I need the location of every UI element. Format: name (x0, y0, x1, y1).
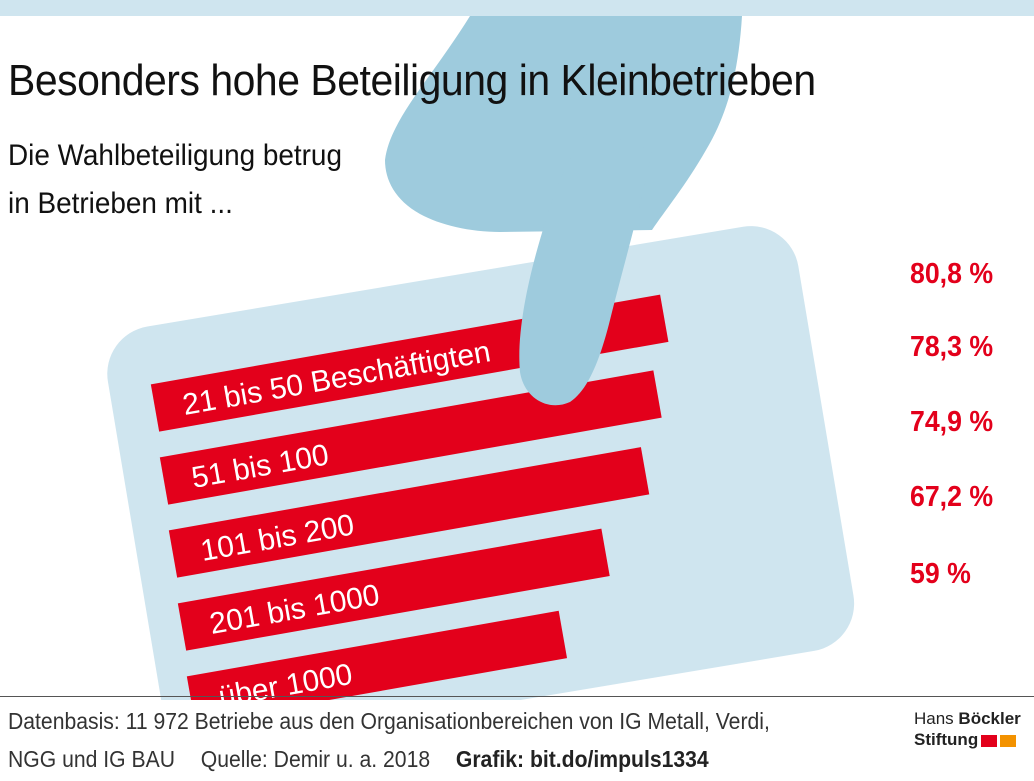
subtitle-line-2: in Betrieben mit ... (8, 187, 233, 220)
bar-group-5: über 1000 (186, 610, 568, 700)
bar-2 (159, 370, 662, 505)
bar-5 (186, 610, 568, 700)
logo-orange-square (1000, 734, 1017, 747)
chart-subtitle: Die Wahlbeteiligung betrug in Betrieben … (8, 132, 342, 228)
top-accent-bar (0, 0, 1034, 16)
footer-source-line: NGG und IG BAU Quelle: Demir u. a. 2018 Gr… (8, 746, 709, 773)
bar-4 (177, 528, 610, 651)
value-label-1: 80,8 % (910, 258, 994, 290)
logo-red-square (981, 734, 998, 747)
footer-data-basis: Datenbasis: 11 972 Betriebe aus den Orga… (8, 708, 770, 734)
value-label-4: 67,2 % (910, 481, 994, 513)
logo-word-boeckler: Böckler (958, 709, 1021, 728)
value-label-2: 78,3 % (910, 331, 994, 363)
logo-word-stiftung: Stiftung (914, 730, 979, 749)
logo-word-hans: Hans (914, 709, 954, 728)
hans-boeckler-stiftung-logo: Hans Böckler Stiftung (914, 709, 1029, 751)
value-label-3: 74,9 % (910, 406, 994, 438)
hand-illustration (385, 16, 742, 232)
footer-unions: NGG und IG BAU (8, 746, 175, 772)
footer-graphic-link[interactable]: Grafik: bit.do/impuls1334 (455, 746, 709, 772)
footer-divider (0, 696, 1034, 697)
subtitle-line-1: Die Wahlbeteiligung betrug (8, 139, 342, 172)
chart-title: Besonders hohe Beteiligung in Kleinbetri… (8, 56, 816, 105)
bar-3 (168, 447, 650, 578)
hand-finger-illustration (519, 130, 652, 406)
value-label-5: 59 % (910, 558, 971, 590)
footer-source: Quelle: Demir u. a. 2018 (200, 746, 431, 772)
